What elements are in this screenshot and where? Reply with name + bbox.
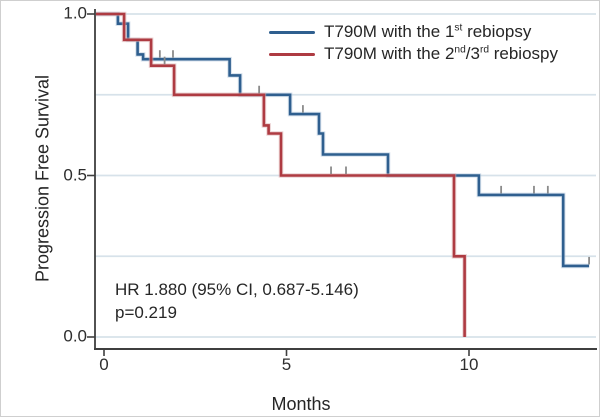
legend-swatch-red-line [269, 52, 315, 56]
legend-item-first-rebiopsy: T790M with the 1st rebiopsy [269, 21, 558, 43]
km-curve-second-third-rebiopsy [96, 12, 466, 337]
hazard-ratio-annotation: HR 1.880 (95% CI, 0.687-5.146) p=0.219 [115, 278, 359, 324]
x-tick-label-5: 5 [281, 355, 292, 374]
p-value-text: p=0.219 [115, 303, 177, 322]
y-tick-label-0.5: 0.5 [63, 165, 87, 185]
x-axis-title: Months [271, 394, 331, 414]
legend-swatch-blue-line [269, 30, 315, 34]
y-tick-label-1.0: 1.0 [63, 3, 87, 23]
legend: T790M with the 1st rebiopsy T790M with t… [269, 21, 558, 65]
x-tick-label-0: 0 [99, 355, 109, 374]
legend-label: T790M with the 1st rebiopsy [324, 22, 532, 41]
y-tick-label-0.0: 0.0 [63, 326, 87, 346]
hr-ci-text: HR 1.880 (95% CI, 0.687-5.146) [115, 280, 359, 299]
legend-item-second-third-rebiopsy: T790M with the 2nd/3rd rebiospy [269, 43, 558, 65]
legend-label: T790M with the 2nd/3rd rebiospy [324, 44, 558, 63]
x-tick-label-10: 10 [459, 355, 479, 374]
